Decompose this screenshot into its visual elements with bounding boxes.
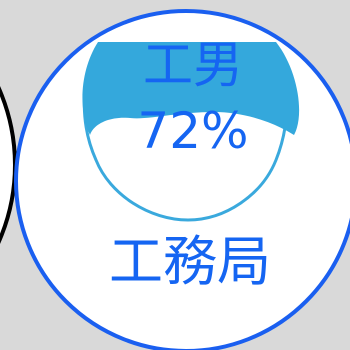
gauge-caption: 工務局 — [109, 230, 271, 293]
cup-fill — [82, 42, 300, 135]
gauge-category-label: 工男 — [143, 36, 243, 94]
gauge-percentage-label: 72% — [137, 102, 249, 160]
left-dark-ring — [0, 86, 17, 244]
